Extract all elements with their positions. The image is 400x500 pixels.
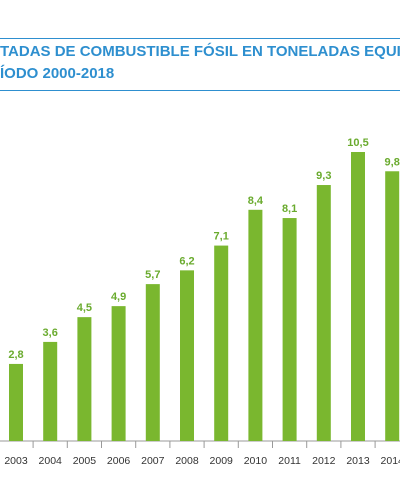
value-label-2010: 8,4 — [248, 195, 264, 207]
bar-2014 — [385, 171, 400, 441]
x-tick-label-2013: 2013 — [346, 455, 370, 467]
x-tick-label-2005: 2005 — [73, 455, 97, 467]
bar-2004 — [43, 341, 58, 441]
value-label-2009: 7,1 — [214, 231, 229, 243]
title-top-rule — [0, 38, 400, 39]
bar-2011 — [282, 218, 297, 441]
x-tick-label-2003: 2003 — [4, 455, 28, 467]
bar-2003 — [9, 363, 23, 441]
chart-title-line-2: ÍODO 2000-2018 — [0, 65, 115, 82]
bar-2005 — [77, 317, 92, 441]
bar-2006 — [111, 306, 126, 441]
bar-2013 — [351, 152, 365, 441]
bar-2008 — [180, 270, 194, 441]
x-tick-label-2007: 2007 — [141, 455, 165, 467]
value-label-2008: 6,2 — [179, 255, 194, 267]
x-tick-label-2010: 2010 — [244, 455, 268, 467]
value-label-2006: 4,9 — [111, 291, 126, 303]
value-label-2005: 4,5 — [77, 302, 92, 314]
x-tick-label-2004: 2004 — [39, 455, 63, 467]
bar-2012 — [316, 185, 331, 441]
bar-2010 — [248, 209, 263, 441]
value-label-2003: 2,8 — [8, 349, 23, 361]
x-tick-label-2011: 2011 — [278, 455, 301, 467]
chart-title: TADAS DE COMBUSTIBLE FÓSIL EN TONELADAS … — [0, 38, 400, 90]
value-label-2012: 9,3 — [316, 170, 331, 182]
value-label-2011: 8,1 — [282, 203, 297, 215]
x-tick-label-2012: 2012 — [312, 455, 336, 467]
chart-title-line-1: TADAS DE COMBUSTIBLE FÓSIL EN TONELADAS … — [0, 43, 400, 60]
value-label-2004: 3,6 — [43, 327, 58, 339]
x-tick-label-2009: 2009 — [210, 455, 234, 467]
x-tick-label-2008: 2008 — [175, 455, 199, 467]
title-bottom-rule — [0, 90, 400, 91]
x-tick-label-2006: 2006 — [107, 455, 131, 467]
value-label-2014: 9,8 — [385, 156, 400, 168]
value-label-2007: 5,7 — [145, 269, 160, 281]
bar-2009 — [214, 245, 229, 441]
value-label-2013: 10,5 — [347, 137, 368, 149]
bar-2007 — [145, 284, 160, 441]
x-tick-label-2014: 2014 — [381, 455, 400, 467]
